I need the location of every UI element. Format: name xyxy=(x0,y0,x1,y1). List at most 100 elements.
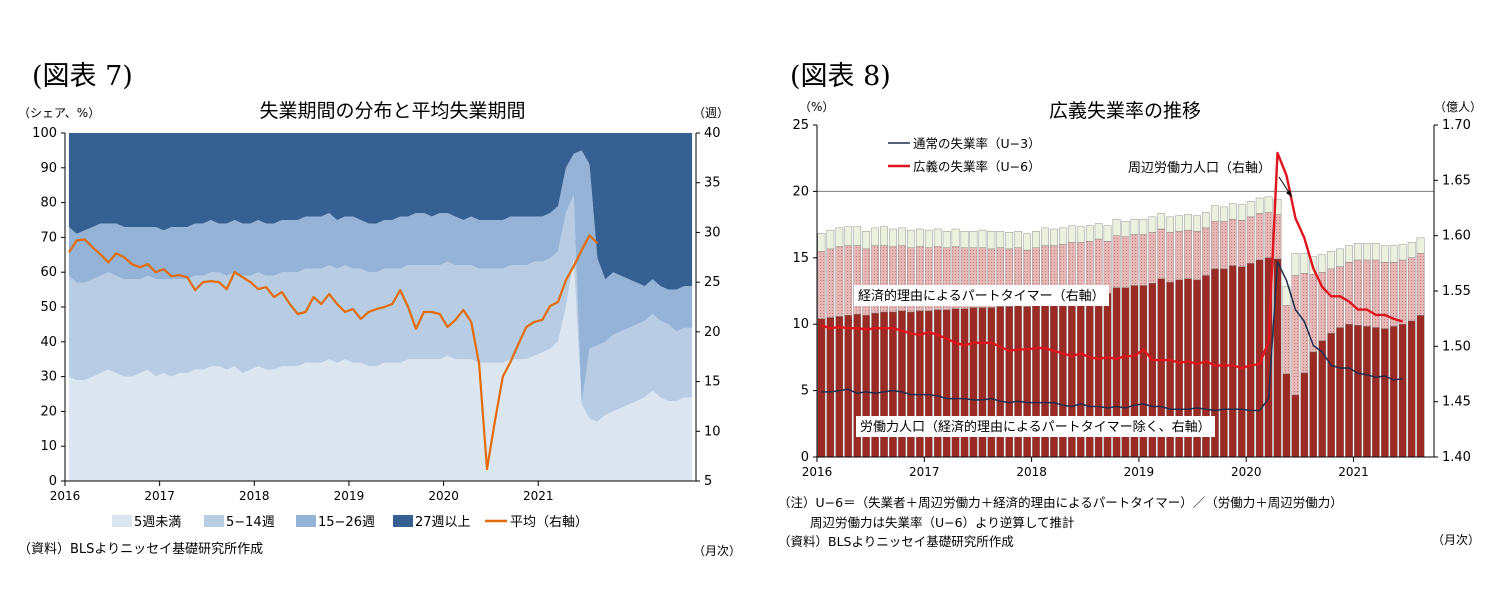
figure7-y2tick-label: 40 xyxy=(704,126,721,141)
figure8-bar-marginal xyxy=(1166,216,1174,233)
figure8-bar-parttime xyxy=(1157,228,1166,279)
figure7-source: （資料）BLSよりニッセイ基礎研究所作成 xyxy=(18,542,264,557)
figure8-bar-parttime xyxy=(1228,218,1237,266)
figure7-y2tick-label: 20 xyxy=(704,325,721,340)
figure8-bar-labor xyxy=(826,317,835,458)
figure8-annotation-arrowhead xyxy=(1286,190,1292,197)
figure8-bar-parttime xyxy=(1193,231,1201,281)
figure8-bar-marginal xyxy=(1112,218,1121,236)
figure8-bar-marginal xyxy=(1202,212,1210,229)
figure7-xlabel: （月次） xyxy=(693,544,742,558)
figure7-legend-label-avg: 平均（右軸） xyxy=(510,515,588,530)
figure8-bar-marginal xyxy=(1121,221,1130,237)
figure8-bar-marginal xyxy=(826,229,835,250)
figure8-bar-parttime xyxy=(1175,231,1183,281)
figure8-y2tick-label: 1.55 xyxy=(1442,284,1471,299)
figure8-bar-marginal xyxy=(844,226,853,246)
figure7-ytick-label: 30 xyxy=(40,370,57,385)
figure8-bar-marginal xyxy=(1059,227,1067,245)
figure8-annotation-parttime: 経済的理由によるパートタイマー（右軸） xyxy=(858,288,1105,304)
figure8-bar-marginal xyxy=(1336,248,1344,267)
figure8-bar-labor xyxy=(1291,394,1300,458)
figure8-bar-marginal xyxy=(1363,243,1371,261)
figure8-annotation-parttime-bg xyxy=(854,285,1109,306)
figure8-bar-marginal xyxy=(1291,253,1300,276)
figure7-legend-swatch-under5 xyxy=(112,515,132,527)
figure7-y2label: （週） xyxy=(693,106,730,120)
figure8-bar-marginal xyxy=(1398,244,1407,261)
figure8-bar-marginal xyxy=(960,231,969,248)
figure7-legend-label-w5to14: 5−14週 xyxy=(226,515,275,530)
figure8-bar-marginal xyxy=(817,233,826,252)
figure7-area-over27 xyxy=(68,133,693,290)
figure8-bar-marginal xyxy=(853,226,862,246)
figure8-bar-marginal xyxy=(1255,197,1264,214)
figure8-ytick-label: 0 xyxy=(801,450,809,465)
figure7-legend-label-under5: 5週未満 xyxy=(134,515,181,530)
figure8-bar-marginal xyxy=(951,228,960,247)
figure7-area-under5 xyxy=(68,258,693,481)
figure8-bar-marginal xyxy=(889,228,897,247)
figure8-bar-parttime xyxy=(835,246,844,317)
figure7-y2tick-label: 35 xyxy=(704,176,721,191)
figure8-bar-marginal xyxy=(996,231,1005,248)
figure8-bar-labor xyxy=(1237,266,1246,458)
figure7-y2tick-label: 5 xyxy=(704,474,712,489)
figure7-y2tick-label: 30 xyxy=(704,225,721,240)
figure8-xtick-label: 2016 xyxy=(802,465,833,479)
figure8-label: (図表 8) xyxy=(790,61,891,92)
figure8-bar-parttime xyxy=(1345,262,1353,325)
figure8-bar-labor xyxy=(844,315,853,458)
figure7-ytick-label: 50 xyxy=(40,300,57,315)
figure8-bar-marginal xyxy=(1211,205,1219,222)
figure8-bar-marginal xyxy=(924,229,933,248)
figure8-bar-parttime xyxy=(1255,213,1264,261)
figure8-bar-parttime xyxy=(1372,259,1380,328)
figure8-bar-labor xyxy=(1282,373,1291,458)
figure8-bar-parttime xyxy=(1094,238,1103,293)
figure8-annotation-marginal-bg xyxy=(1124,157,1275,178)
figure7-ytick-label: 90 xyxy=(40,161,57,176)
figure8-line-u6 xyxy=(821,151,1404,370)
figure8-annotation-labor: 労働力人口（経済的理由によるパートタイマー除く、右軸） xyxy=(860,419,1211,435)
figure8-y2tick-label: 1.50 xyxy=(1442,339,1471,354)
figure8-bar-parttime xyxy=(844,245,853,316)
figure7-ytick-label: 40 xyxy=(40,335,57,350)
figure8-bar-parttime xyxy=(1246,216,1255,264)
figure8-bar-marginal xyxy=(907,229,915,248)
figure8-bar-marginal xyxy=(1345,245,1353,263)
figure8-bar-parttime xyxy=(1407,257,1416,322)
figure7-ytick-label: 80 xyxy=(40,196,57,211)
figure8-bar-marginal xyxy=(1354,243,1362,261)
figure8-xtick-label: 2017 xyxy=(909,465,940,479)
figure8-bar-marginal xyxy=(862,231,870,250)
figure8-bar-labor xyxy=(817,318,826,458)
figure8-y2label: （億人） xyxy=(1434,100,1483,114)
figure8-legend-label-u3: 通常の失業率（U−3） xyxy=(913,136,1041,151)
figure8-bar-labor xyxy=(1372,327,1380,458)
figure8-bar-marginal xyxy=(1032,231,1040,248)
figure8-bar-marginal xyxy=(969,231,978,248)
figure8-bar-marginal xyxy=(978,229,987,248)
figure7-ytick-label: 10 xyxy=(40,439,57,454)
figure7-ytick-label: 20 xyxy=(40,404,57,419)
figure8-bar-marginal xyxy=(1246,201,1255,218)
figure8-bar-parttime xyxy=(1184,229,1192,279)
figure8-bar-parttime xyxy=(1139,234,1148,286)
figure8-bar-marginal xyxy=(871,227,879,246)
figure8-bar-parttime xyxy=(1381,262,1389,329)
figure8-bar-parttime xyxy=(1202,227,1210,276)
figure8-bar-parttime xyxy=(1148,232,1157,284)
figure8-bar-labor xyxy=(1398,324,1407,458)
figure8-bar-marginal xyxy=(1220,206,1228,222)
figure8-bar-marginal xyxy=(1416,237,1425,254)
figure8-bar-marginal xyxy=(1085,225,1094,242)
figure8-bar-parttime xyxy=(1363,259,1371,327)
figure8-bar-parttime xyxy=(1237,220,1246,267)
figure8-bar-marginal xyxy=(1103,225,1112,242)
figure8-bar-marginal xyxy=(835,227,844,247)
figure7-ytick-label: 60 xyxy=(40,265,57,280)
figure7-title: 失業期間の分布と平均失業期間 xyxy=(259,100,526,122)
figure8-title: 広義失業率の推移 xyxy=(1048,100,1201,122)
